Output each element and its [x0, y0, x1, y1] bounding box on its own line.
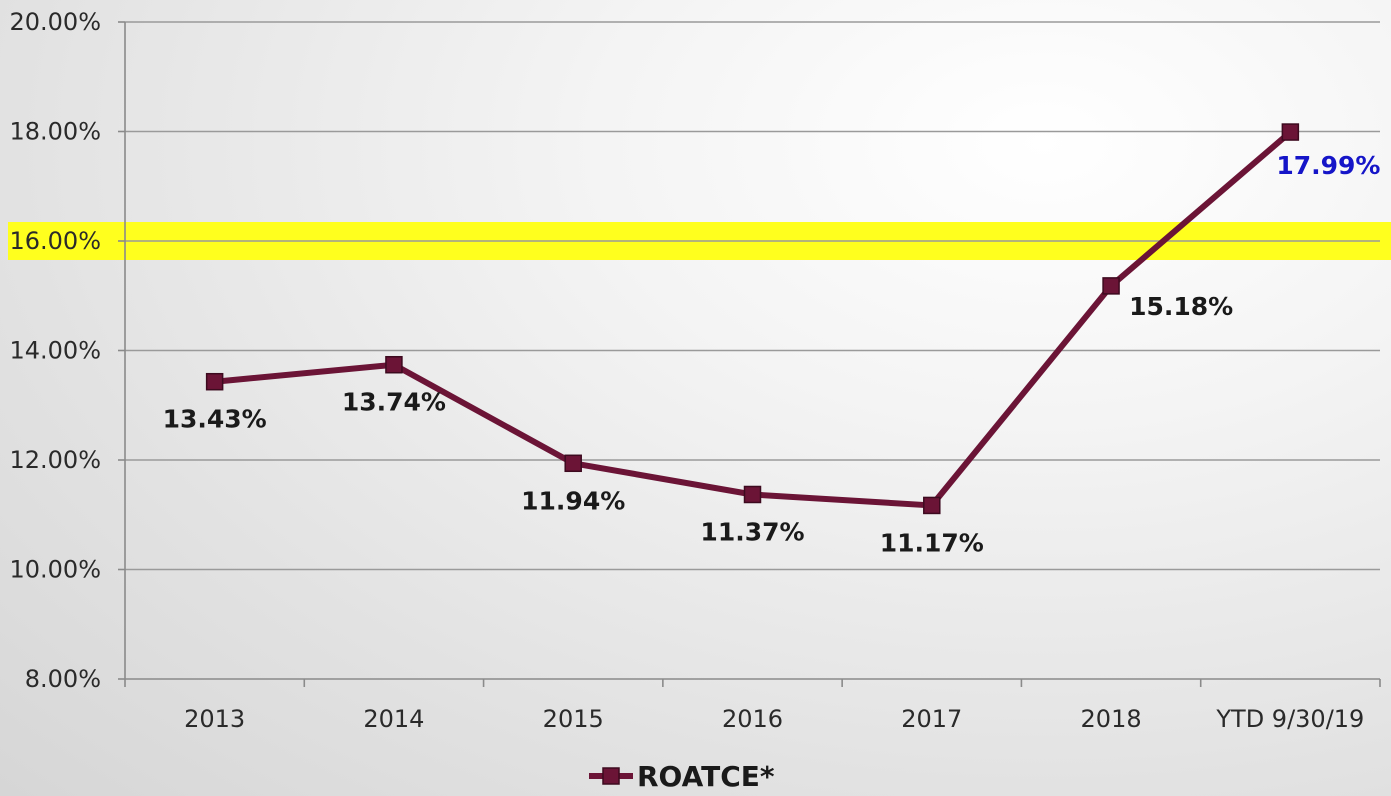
data-point-2014	[385, 355, 403, 374]
data-point-2015	[564, 454, 582, 473]
data-label: 13.43%	[163, 405, 267, 434]
legend: ROATCE*	[589, 760, 775, 793]
x-tick-label: YTD 9/30/19	[1215, 705, 1364, 733]
data-point-2017	[923, 496, 941, 515]
x-tick-label: 2016	[722, 705, 783, 733]
y-tick-label: 14.00%	[9, 337, 101, 365]
data-point-2013	[205, 372, 224, 391]
x-tick-label: 2013	[184, 705, 245, 733]
legend-label-roatce: ROATCE*	[637, 760, 775, 793]
x-axis-tick-labels: 2013 2014 2015 2016 2017 2018 YTD 9/30/19	[184, 705, 1364, 733]
y-tick-label: 12.00%	[9, 446, 101, 474]
data-label: 11.94%	[521, 486, 625, 515]
y-tick-label: 16.00%	[9, 227, 101, 255]
legend-marker-swatch	[602, 767, 620, 785]
data-point-2018	[1102, 277, 1120, 295]
data-label: 13.74%	[342, 388, 446, 417]
x-tick-label: 2017	[901, 705, 962, 733]
data-label: 11.17%	[880, 528, 984, 557]
data-labels: 13.43% 13.74% 11.94% 11.37% 11.17% 15.18% 17.9…	[163, 151, 1381, 557]
data-point-YTD-9-30-19	[1281, 123, 1300, 141]
data-point-2016	[743, 485, 762, 504]
x-tick-label: 2015	[543, 705, 604, 733]
axes	[118, 21, 1381, 687]
series-roatce	[205, 123, 1300, 515]
y-tick-label: 18.00%	[9, 118, 101, 146]
x-tick-label: 2014	[363, 705, 424, 733]
x-tick-label: 2018	[1081, 705, 1142, 733]
y-tick-label: 10.00%	[9, 556, 101, 584]
data-label: 11.37%	[700, 517, 804, 546]
y-axis-tick-labels: 8.00% 10.00% 12.00% 14.00% 16.00% 18.00% 20.00…	[9, 8, 101, 693]
y-tick-label: 20.00%	[9, 8, 101, 36]
gridlines	[125, 21, 1380, 571]
y-tick-label: 8.00%	[25, 665, 101, 693]
data-label: 17.99%	[1276, 151, 1380, 180]
data-label: 15.18%	[1129, 292, 1233, 321]
